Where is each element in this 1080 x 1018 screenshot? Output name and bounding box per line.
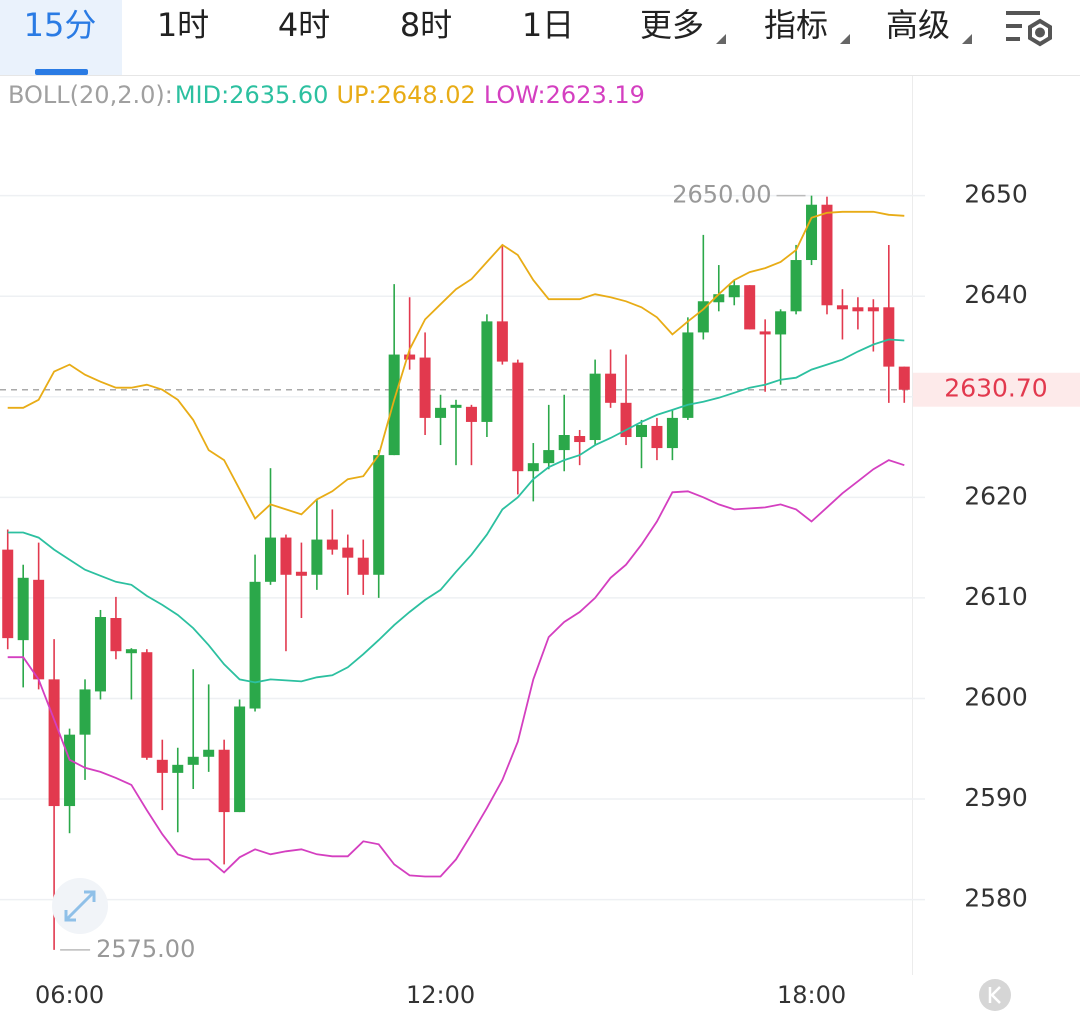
- boll-line: [7, 459, 905, 878]
- candle-body: [419, 357, 431, 418]
- y-tick-label: 2650: [964, 180, 1028, 209]
- tab[interactable]: 1日: [522, 6, 574, 44]
- candle-body: [589, 373, 601, 441]
- plot: [0, 194, 925, 950]
- tab[interactable]: 更多: [640, 6, 704, 44]
- kline-button[interactable]: [979, 979, 1011, 1011]
- candle-body: [33, 579, 45, 680]
- candle-body: [234, 706, 246, 813]
- candle-body: [620, 402, 632, 438]
- candle-body: [806, 204, 818, 261]
- candle-body: [17, 577, 29, 641]
- candle-body: [2, 549, 14, 639]
- active-tab-bg: [0, 0, 122, 75]
- legend-entry: MID:2635.60: [175, 81, 329, 109]
- candle-body: [790, 260, 802, 312]
- y-tick-label: 2600: [964, 682, 1028, 711]
- candle-body: [388, 354, 400, 456]
- candle-body: [110, 618, 122, 652]
- candle-body: [94, 617, 106, 692]
- y-tick-label: 2640: [964, 280, 1028, 309]
- candle-body: [187, 756, 199, 765]
- x-tick-label: 06:00: [35, 981, 104, 1009]
- legend: BOLL(20,2.0):MID:2635.60 UP:2648.02 LOW:26…: [8, 81, 645, 109]
- candle-body: [295, 571, 307, 576]
- y-tick-label: 2620: [964, 481, 1028, 510]
- candle-body: [666, 417, 678, 449]
- candle-body: [125, 649, 137, 654]
- candle-body: [450, 404, 462, 408]
- y-tick-label: 2590: [964, 783, 1028, 812]
- candle-body: [883, 307, 895, 367]
- candle-body: [373, 455, 385, 575]
- candle-body: [435, 407, 447, 418]
- x-tick-label: 12:00: [406, 981, 475, 1009]
- candle-body: [249, 581, 261, 709]
- candle-body: [465, 406, 477, 422]
- candle-body: [574, 436, 586, 443]
- low-label: 2575.00: [96, 935, 195, 963]
- last-price-bg: [913, 372, 1080, 407]
- legend-entry: LOW:2623.19: [484, 81, 645, 109]
- candle-body: [543, 450, 555, 464]
- candle-body: [728, 285, 740, 298]
- dropdown-arrow: [716, 34, 726, 44]
- candle-body: [218, 749, 230, 813]
- candle-body: [342, 547, 354, 558]
- candle-body: [280, 537, 292, 575]
- tab[interactable]: 8时: [400, 6, 452, 44]
- candle-body: [898, 366, 910, 390]
- candle-body: [867, 307, 879, 312]
- candle-body: [64, 734, 76, 807]
- candle-body: [836, 305, 848, 310]
- candle-body: [527, 463, 539, 472]
- candle-body: [48, 679, 60, 807]
- high-label: 2650.00: [672, 181, 771, 209]
- candle-body: [141, 652, 153, 758]
- candle-body: [156, 759, 168, 773]
- candle-body: [203, 749, 215, 757]
- boll-line: [7, 210, 905, 520]
- tab[interactable]: 4时: [278, 6, 330, 44]
- candle-body: [172, 764, 184, 773]
- candle-body: [605, 373, 617, 403]
- candle-body: [713, 294, 725, 303]
- dropdown-arrow: [840, 34, 850, 44]
- candle-body: [852, 307, 864, 312]
- expand-icon[interactable]: [52, 878, 108, 934]
- last-price-label: 2630.70: [944, 374, 1047, 403]
- legend-entry: BOLL(20,2.0):: [8, 81, 173, 109]
- active-tab-indicator: [35, 69, 88, 75]
- tab[interactable]: 15分: [24, 6, 97, 44]
- candle-body: [326, 539, 338, 550]
- y-tick-label: 2610: [964, 582, 1028, 611]
- tab[interactable]: 指标: [764, 6, 828, 44]
- candle-body: [558, 435, 570, 451]
- candle-body: [357, 557, 369, 575]
- candle-body: [775, 311, 787, 335]
- tab[interactable]: 高级: [886, 6, 950, 44]
- settings-icon[interactable]: [1006, 11, 1052, 47]
- y-tick-label: 2580: [964, 884, 1028, 913]
- candle-body: [759, 331, 771, 335]
- candle-body: [821, 204, 833, 306]
- candle-body: [481, 321, 493, 422]
- boll-line: [7, 338, 905, 684]
- candle-body: [697, 301, 709, 333]
- x-tick-label: 18:00: [777, 981, 846, 1009]
- candle-body: [512, 362, 524, 472]
- candle-body: [635, 424, 647, 438]
- candle-body: [79, 689, 91, 735]
- legend-entry: UP:2648.02: [336, 81, 475, 109]
- candle-body: [744, 285, 756, 330]
- tab[interactable]: 1时: [157, 6, 209, 44]
- candle-body: [265, 537, 277, 582]
- candle-body: [311, 539, 323, 575]
- candle-body: [496, 321, 508, 362]
- candle-body: [404, 354, 416, 360]
- candle-body: [682, 332, 694, 418]
- dropdown-arrow: [962, 34, 972, 44]
- candle-body: [651, 425, 663, 449]
